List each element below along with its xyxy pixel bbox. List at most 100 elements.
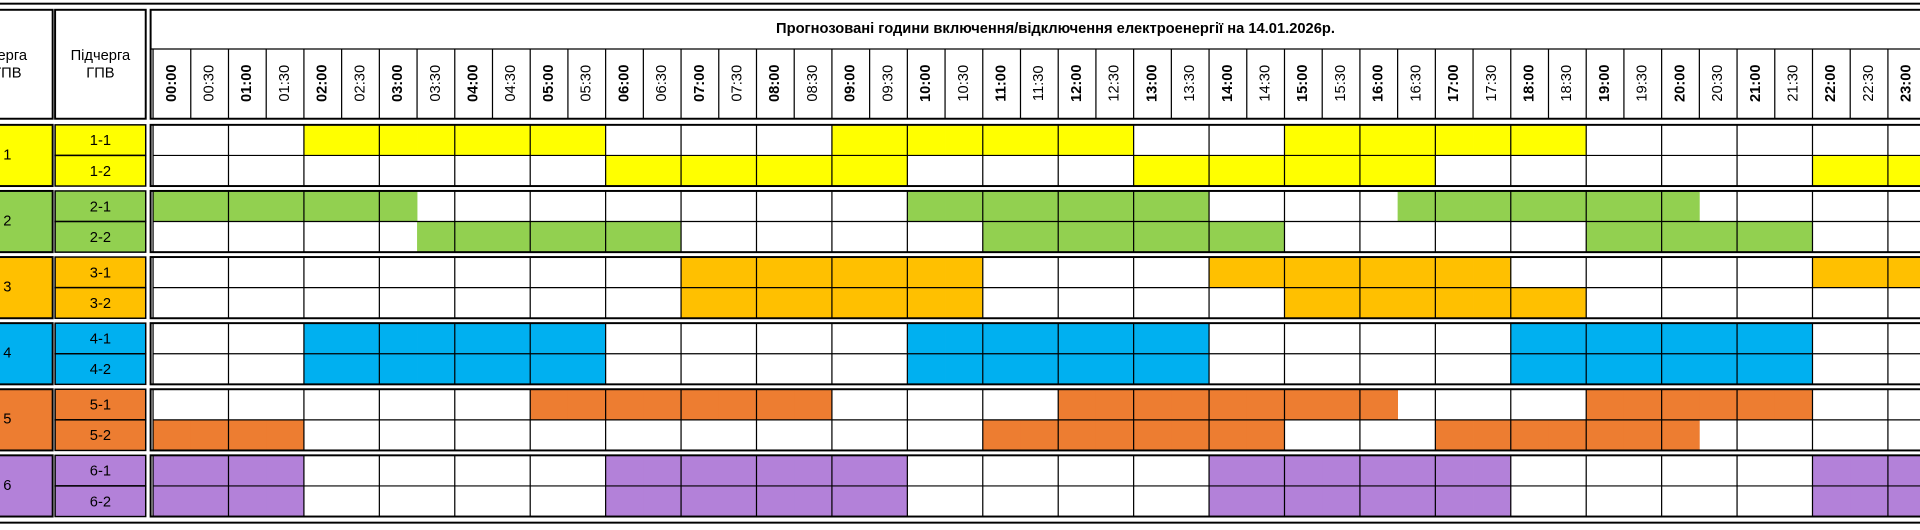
subqueue-label: 2-2: [90, 230, 111, 246]
time-label: 22:00: [1823, 64, 1839, 102]
outage-slot: [454, 124, 493, 156]
queue-cell: [0, 123, 54, 188]
outage-slot: [869, 155, 908, 187]
outage-slot: [1246, 419, 1285, 451]
outage-slot: [492, 323, 531, 354]
outage-slot: [1058, 221, 1097, 253]
outage-slot: [1284, 485, 1323, 517]
time-label: 00:00: [164, 64, 180, 102]
outage-slot: [1510, 353, 1549, 385]
outage-slot: [643, 389, 682, 420]
outage-slot: [945, 190, 984, 222]
outage-slot: [1548, 124, 1587, 156]
time-label: 06:30: [654, 65, 670, 102]
time-label: 17:30: [1484, 65, 1500, 102]
outage-slot: [1171, 419, 1210, 451]
outage-slot: [605, 221, 644, 253]
outage-slot: [1586, 221, 1625, 253]
outage-slot: [1171, 389, 1210, 420]
group-main-box: [149, 189, 1920, 254]
outage-slot: [341, 190, 380, 222]
outage-slot: [1661, 389, 1700, 420]
outage-slot: [1887, 257, 1920, 288]
time-label: 19:00: [1597, 64, 1613, 102]
outage-slot: [1397, 124, 1436, 156]
outage-slot: [1246, 221, 1285, 253]
time-label: 02:30: [352, 65, 368, 102]
outage-slot: [756, 155, 795, 187]
outage-slot: [379, 124, 418, 156]
subqueue-label: 1-1: [90, 133, 111, 149]
outage-slot: [1586, 419, 1625, 451]
outage-slot: [831, 124, 870, 156]
outage-slot: [1737, 323, 1776, 354]
time-label: 18:00: [1522, 64, 1538, 102]
subqueue-label: 1-2: [90, 164, 111, 180]
outage-slot: [945, 287, 984, 319]
time-label: 04:00: [466, 64, 482, 102]
time-label: 05:00: [541, 64, 557, 102]
outage-slot: [266, 455, 305, 486]
time-label: 17:00: [1446, 64, 1462, 102]
time-label: 07:30: [730, 65, 746, 102]
outage-slot: [1133, 389, 1172, 420]
outage-slot: [1737, 221, 1776, 253]
time-label: 20:00: [1672, 64, 1688, 102]
outage-slot: [681, 155, 720, 187]
time-label: 21:30: [1786, 65, 1802, 102]
outage-slot: [1246, 485, 1285, 517]
outage-slot: [718, 287, 757, 319]
outage-slot: [831, 155, 870, 187]
outage-slot: [1774, 323, 1813, 354]
outage-slot: [303, 323, 342, 354]
outage-slot: [1133, 221, 1172, 253]
outage-slot: [1661, 190, 1700, 222]
time-label: 12:30: [1107, 65, 1123, 102]
outage-slot: [1623, 419, 1662, 451]
outage-slot: [567, 221, 606, 253]
outage-slot: [1284, 287, 1323, 319]
outage-slot: [1850, 485, 1889, 517]
queue-label: 3: [3, 280, 11, 296]
outage-slot: [1359, 389, 1398, 420]
outage-slot: [1623, 190, 1662, 222]
outage-slot: [718, 155, 757, 187]
outage-slot: [869, 257, 908, 288]
outage-slot: [756, 257, 795, 288]
outage-slot: [945, 323, 984, 354]
outage-slot: [1623, 353, 1662, 385]
subqueue-cell: [54, 419, 147, 452]
outage-slot: [1473, 257, 1512, 288]
outage-slot: [379, 190, 418, 222]
time-label: 02:00: [315, 64, 331, 102]
outage-slot: [1209, 221, 1248, 253]
outage-slot: [1359, 287, 1398, 319]
subqueue-cell: [54, 190, 147, 223]
time-label: 14:30: [1258, 65, 1274, 102]
outage-slot: [1661, 323, 1700, 354]
outage-slot: [1699, 323, 1738, 354]
outage-slot: [1548, 287, 1587, 319]
outage-slot: [756, 485, 795, 517]
outage-slot: [1133, 155, 1172, 187]
outage-slot: [153, 485, 192, 517]
outage-slot: [341, 124, 380, 156]
outage-slot: [1699, 221, 1738, 253]
outage-slot: [1058, 353, 1097, 385]
outage-slot: [718, 389, 757, 420]
outage-slot: [982, 190, 1021, 222]
outage-slot: [1171, 190, 1210, 222]
queue-cell: [0, 454, 54, 518]
outage-slot: [1246, 455, 1285, 486]
time-label: 01:30: [277, 65, 293, 102]
outage-slot: [1322, 124, 1361, 156]
group-main-box: [149, 123, 1920, 188]
outage-slot: [831, 485, 870, 517]
outage-slot: [794, 455, 833, 486]
time-label: 15:00: [1295, 64, 1311, 102]
outage-slot: [153, 455, 192, 486]
queue-label: 1: [3, 147, 11, 163]
queue-header: Черга: [0, 48, 28, 64]
outage-slot: [1586, 190, 1625, 222]
outage-slot: [1812, 155, 1851, 187]
